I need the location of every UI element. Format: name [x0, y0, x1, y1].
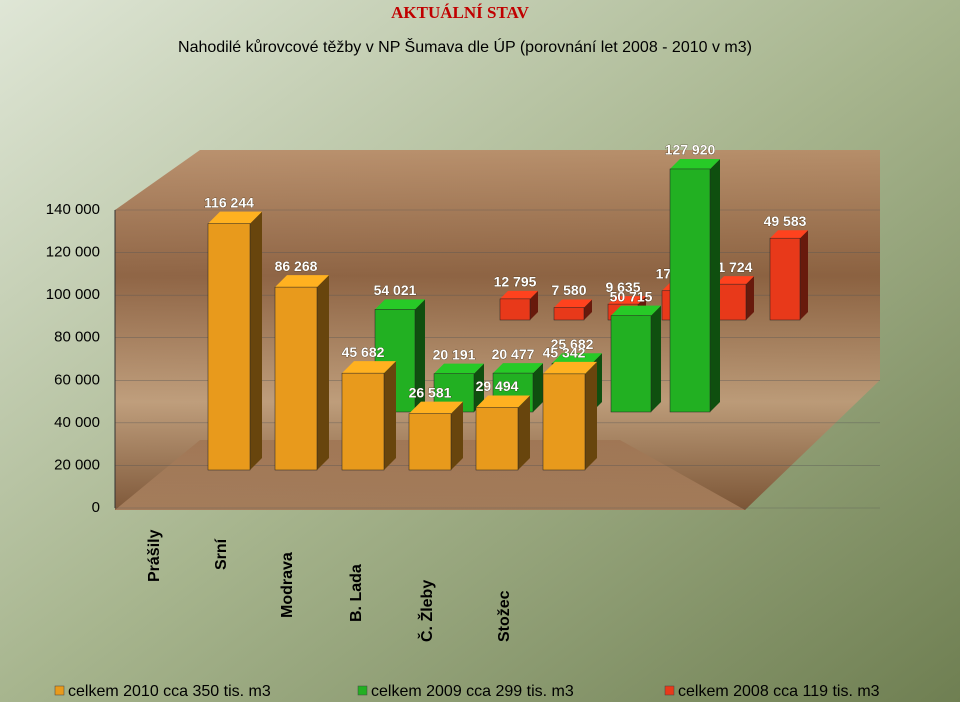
legend-label: celkem 2008 cca 119 tis. m3 — [678, 683, 880, 700]
subtitle: Nahodilé kůrovcové těžby v NP Šumava dle… — [178, 37, 752, 56]
x-tick-label: Srní — [213, 538, 230, 570]
y-tick-label: 120 000 — [46, 244, 100, 261]
bar-side — [800, 230, 808, 320]
x-tick-label: Stožec — [496, 590, 513, 642]
value-label: 9 635 — [605, 279, 640, 295]
value-label: 49 583 — [764, 213, 807, 229]
value-label: 54 021 — [374, 282, 417, 298]
bar-top — [342, 361, 396, 374]
value-label: 21 724 — [710, 259, 753, 275]
bar — [207, 223, 251, 471]
bar — [408, 413, 452, 471]
bar-side — [530, 290, 538, 320]
bar-top — [670, 158, 720, 169]
bar-side — [533, 363, 543, 412]
bar — [610, 315, 652, 413]
legend-label: celkem 2009 cca 299 tis. m3 — [371, 683, 574, 700]
legend-swatch — [357, 685, 368, 696]
value-label: 7 580 — [551, 282, 586, 298]
y-tick-label: 140 000 — [46, 201, 100, 218]
bar-side — [651, 305, 661, 412]
value-label: 50 715 — [610, 288, 653, 304]
bar-side — [250, 211, 262, 470]
bar-top — [770, 230, 808, 239]
y-tick-label: 20 000 — [54, 456, 100, 473]
bar — [715, 283, 747, 321]
bar-side — [710, 158, 720, 412]
y-tick-label: 100 000 — [46, 286, 100, 303]
bar-side — [584, 299, 592, 320]
value-label: 29 494 — [476, 378, 519, 394]
plot: 0 20 000 40 000 60 000 80 000 100 000 120 000 1… — [46, 141, 880, 700]
y-tick-label: 0 — [92, 499, 100, 516]
bar-side — [585, 361, 597, 470]
bar-top — [434, 363, 484, 374]
bar-top — [493, 363, 543, 374]
bar-top — [500, 290, 538, 299]
bar — [542, 373, 586, 471]
y-tick-label: 60 000 — [54, 371, 100, 388]
value-label: 12 795 — [494, 274, 537, 290]
bar-top — [554, 299, 592, 308]
bar-top — [208, 211, 262, 224]
bar-top — [552, 353, 602, 364]
bar — [475, 407, 519, 471]
value-label: 86 268 — [275, 258, 318, 274]
bar-side — [384, 361, 396, 470]
bar-top — [611, 305, 661, 316]
bar — [341, 372, 385, 471]
bar — [499, 298, 531, 321]
bar-top — [476, 395, 530, 408]
value-label: 127 920 — [665, 142, 716, 158]
title: AKTUÁLNÍ STAV — [391, 3, 529, 22]
bar-side — [415, 299, 425, 412]
bar — [274, 286, 318, 471]
x-tick-label: Č. Žleby — [417, 580, 436, 642]
legend-label: celkem 2010 cca 350 tis. m3 — [68, 683, 271, 700]
bar-top — [275, 275, 329, 288]
bar-top — [716, 276, 754, 285]
legend-swatch — [664, 685, 675, 696]
value-label: 25 682 — [551, 336, 594, 352]
x-tick-label: Modrava — [279, 552, 296, 618]
bar-side — [474, 363, 484, 412]
x-tick-label: B. Lada — [348, 564, 365, 622]
bar-top — [409, 401, 463, 414]
bar — [553, 307, 585, 321]
bar-side — [451, 401, 463, 470]
x-tick-label: Prášily — [146, 529, 163, 582]
bar-side — [518, 395, 530, 470]
value-label: 116 244 — [204, 194, 254, 210]
value-label: 26 581 — [409, 384, 452, 400]
bar-top — [608, 296, 646, 305]
bar — [769, 237, 801, 321]
value-label: 20 191 — [433, 346, 476, 362]
value-label: 45 682 — [342, 344, 385, 360]
bar-top — [375, 299, 425, 310]
bar — [669, 168, 711, 413]
value-label: 45 342 — [543, 345, 586, 361]
legend-swatch — [54, 685, 65, 696]
y-tick-label: 40 000 — [54, 414, 100, 431]
bar-side — [746, 276, 754, 320]
y-tick-label: 80 000 — [54, 329, 100, 346]
bar-top — [543, 361, 597, 374]
value-label: 20 477 — [492, 346, 535, 362]
bar-side — [317, 275, 329, 470]
